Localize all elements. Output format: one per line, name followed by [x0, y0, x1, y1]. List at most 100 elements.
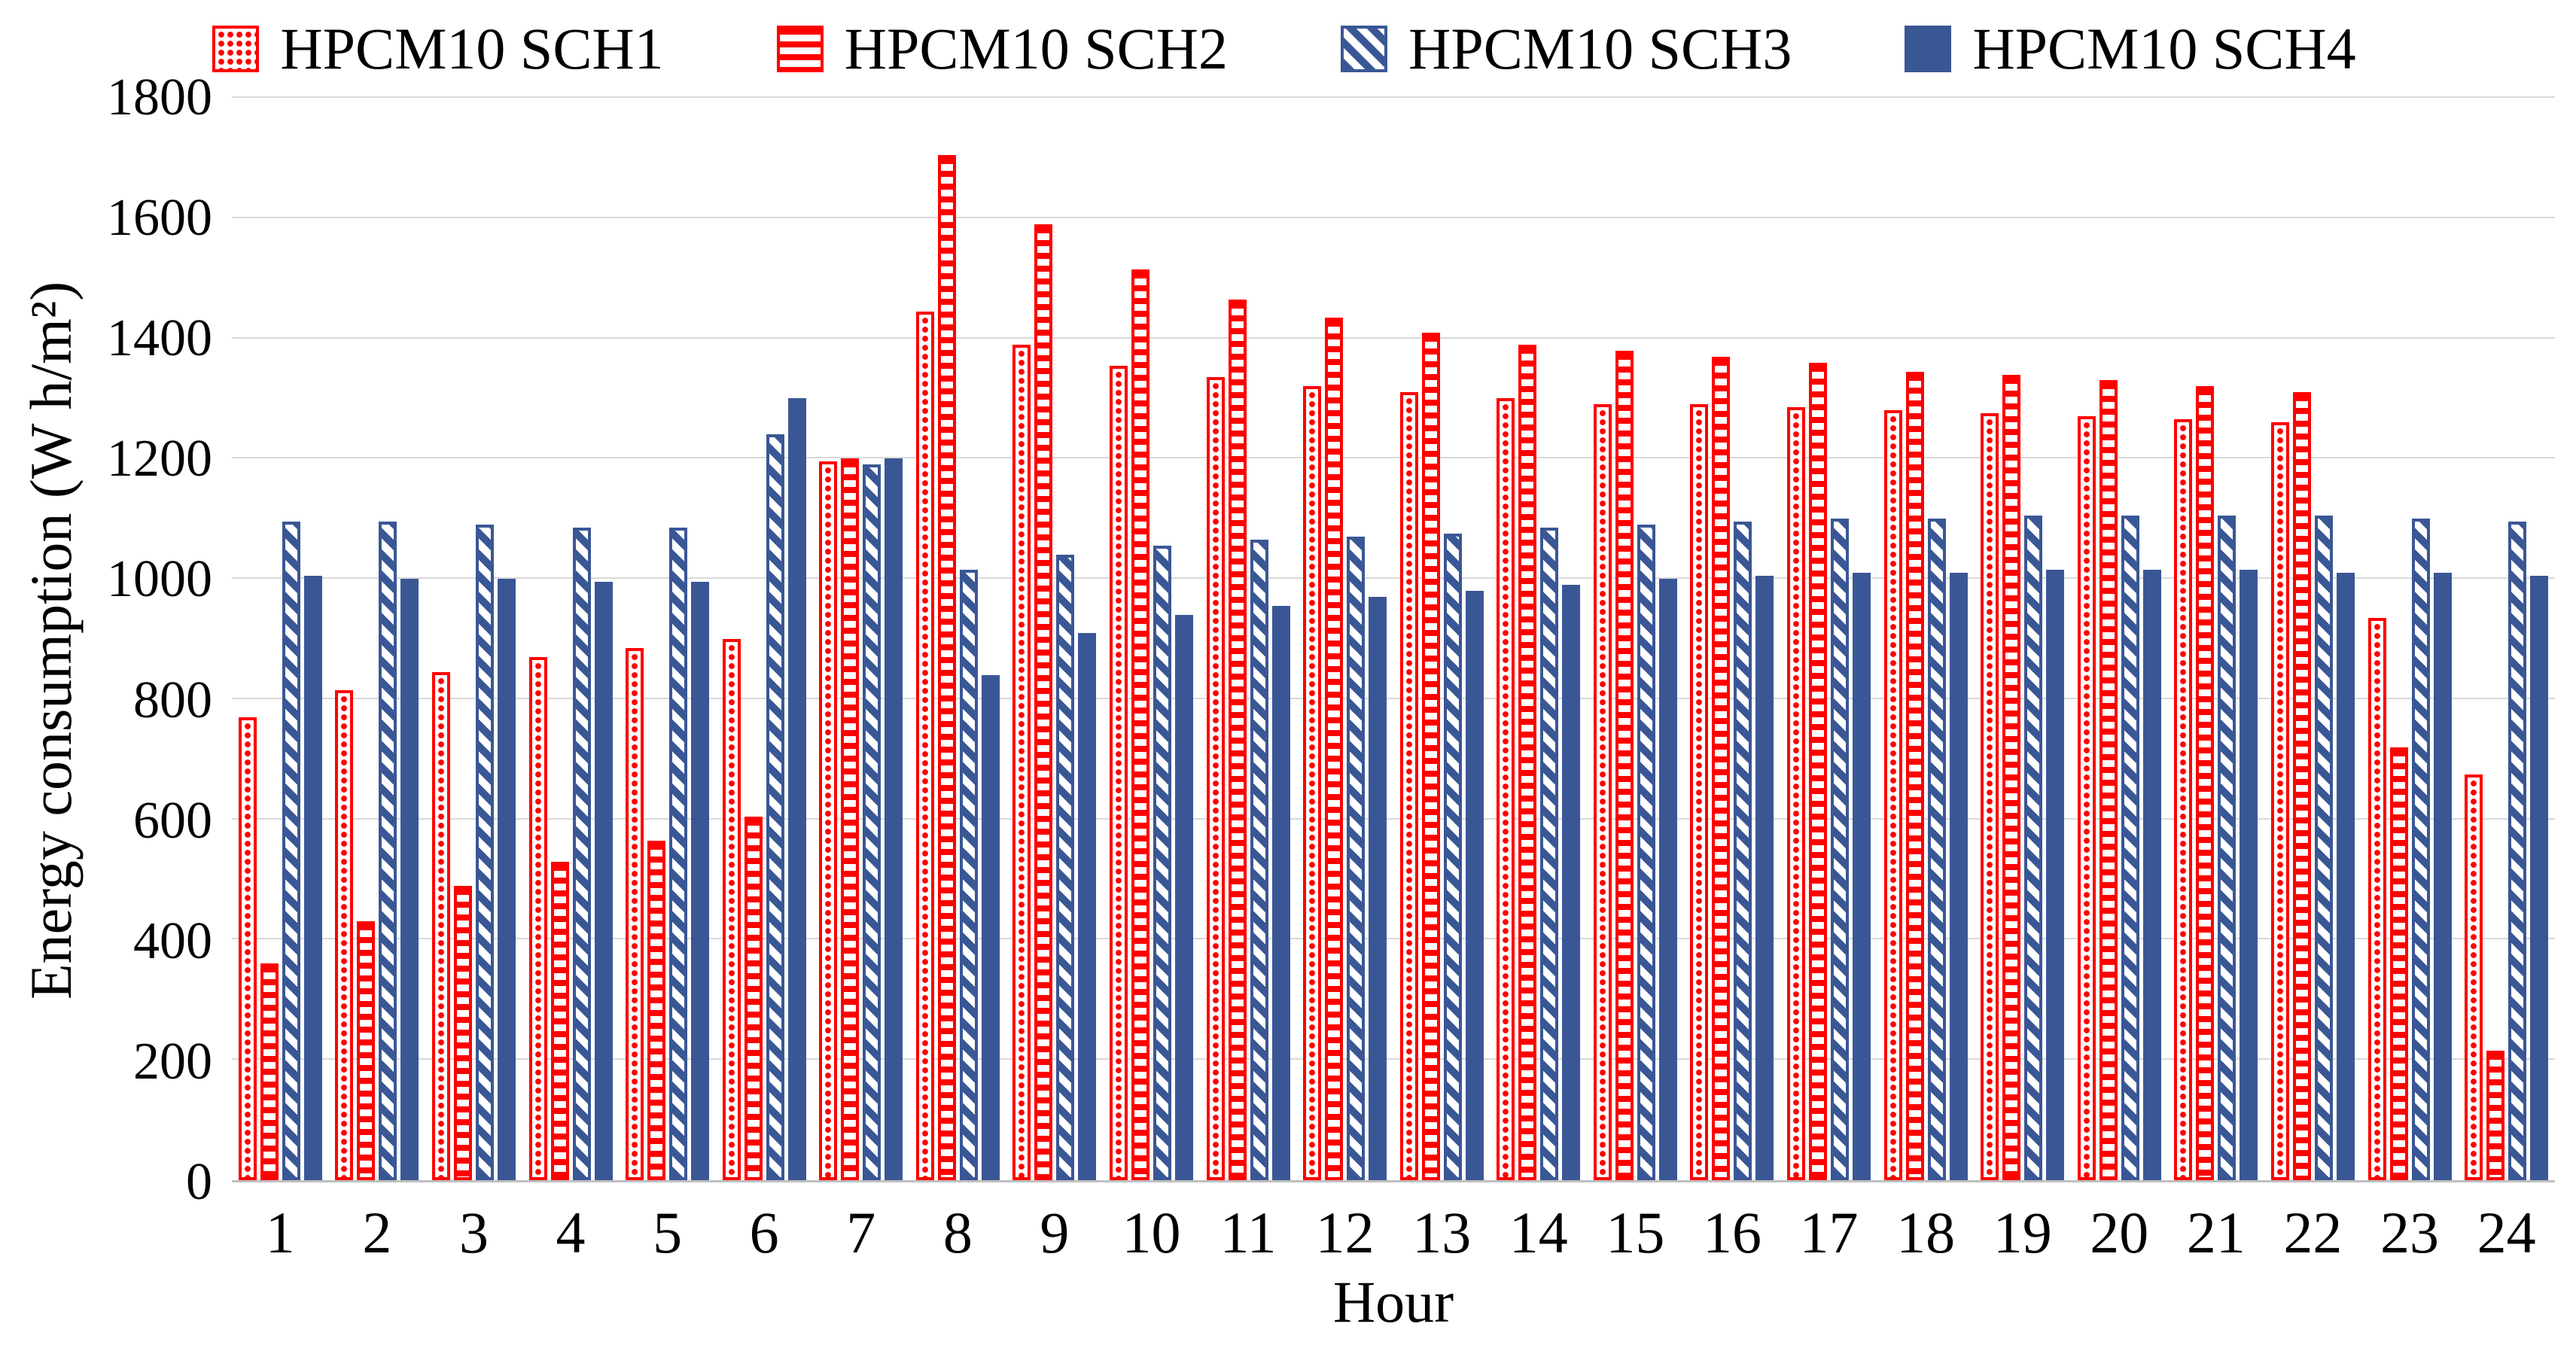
bar-group-hour-21: [2168, 98, 2265, 1180]
bar-hpcm10-sch4-hour-9: [1078, 633, 1097, 1180]
bar-hpcm10-sch2-hour-10: [1131, 269, 1149, 1180]
x-tick-label-18: 18: [1896, 1200, 1956, 1266]
gridline-400: [232, 938, 2555, 940]
bar-hpcm10-sch4-hour-6: [787, 398, 806, 1180]
bar-hpcm10-sch1-hour-8: [915, 311, 934, 1180]
bar-hpcm10-sch3-hour-24: [2508, 522, 2527, 1180]
y-tick-label-1200: 1200: [107, 430, 212, 488]
legend-label: HPCM10 SCH1: [280, 16, 664, 81]
bar-hpcm10-sch2-hour-13: [1421, 332, 1440, 1180]
bar-hpcm10-sch4-hour-12: [1369, 597, 1387, 1180]
legend-label: HPCM10 SCH2: [844, 16, 1228, 81]
bar-group-hour-17: [1780, 98, 1877, 1180]
bar-group-hour-4: [522, 98, 620, 1180]
bar-hpcm10-sch1-hour-2: [335, 689, 354, 1180]
legend-swatch-navy-diagonal: [1341, 26, 1387, 72]
x-tick-label-5: 5: [653, 1200, 683, 1266]
bar-group-hour-7: [812, 98, 909, 1180]
bar-hpcm10-sch1-hour-5: [626, 647, 644, 1180]
bar-hpcm10-sch2-hour-14: [1518, 344, 1537, 1180]
bar-hpcm10-sch1-hour-21: [2174, 419, 2193, 1180]
x-axis-tick-labels: 1 2 3 4 5 6 7 8 9 10 11 12 13 14 15 16 17 18 19 20 21 22 23 24: [232, 1182, 2555, 1265]
x-tick-label-22: 22: [2283, 1200, 2343, 1266]
bar-hpcm10-sch2-hour-16: [1712, 356, 1731, 1180]
bar-group-hour-5: [619, 98, 716, 1180]
x-tick-label-10: 10: [1122, 1200, 1181, 1266]
bar-hpcm10-sch1-hour-7: [819, 461, 838, 1180]
bar-hpcm10-sch3-hour-19: [2024, 516, 2043, 1180]
legend-swatch-red-hstripes: [776, 26, 824, 72]
bar-hpcm10-sch2-hour-11: [1228, 299, 1247, 1180]
x-tick-label-13: 13: [1412, 1200, 1472, 1266]
bar-group-hour-3: [425, 98, 522, 1180]
bar-hpcm10-sch1-hour-24: [2465, 774, 2483, 1180]
bar-hpcm10-sch1-hour-6: [722, 639, 741, 1180]
bar-group-hour-6: [716, 98, 813, 1180]
bar-hpcm10-sch3-hour-5: [669, 528, 688, 1180]
x-tick-label-14: 14: [1509, 1200, 1568, 1266]
bar-hpcm10-sch3-hour-17: [1831, 519, 1850, 1180]
bar-hpcm10-sch2-hour-6: [744, 816, 763, 1180]
bar-hpcm10-sch2-hour-7: [841, 458, 860, 1180]
bar-hpcm10-sch1-hour-19: [1981, 413, 1999, 1180]
bar-hpcm10-sch3-hour-10: [1153, 546, 1171, 1180]
bar-hpcm10-sch4-hour-17: [1853, 573, 1871, 1180]
legend: HPCM10 SCH1 HPCM10 SCH2 HPCM10 SCH3 HPCM10 …: [14, 14, 2555, 98]
bar-hpcm10-sch1-hour-17: [1787, 407, 1806, 1180]
y-axis-tick-labels: 0 200 400 600 800 1000 1200 1400 1600 1800: [89, 72, 232, 1209]
bar-hpcm10-sch3-hour-23: [2411, 519, 2430, 1180]
bar-hpcm10-sch4-hour-10: [1174, 615, 1193, 1180]
bar-hpcm10-sch4-hour-18: [1949, 573, 1968, 1180]
x-tick-label-7: 7: [846, 1200, 876, 1266]
bar-hpcm10-sch3-hour-18: [1927, 519, 1946, 1180]
x-tick-label-3: 3: [458, 1200, 489, 1266]
bar-hpcm10-sch2-hour-19: [2002, 374, 2021, 1180]
bar-hpcm10-sch3-hour-16: [1734, 522, 1752, 1180]
bar-hpcm10-sch3-hour-7: [863, 464, 882, 1180]
bar-hpcm10-sch4-hour-15: [1658, 579, 1677, 1180]
bar-hpcm10-sch3-hour-3: [475, 525, 494, 1180]
bar-hpcm10-sch1-hour-14: [1497, 398, 1515, 1180]
y-tick-label-600: 600: [133, 791, 212, 850]
bar-hpcm10-sch4-hour-1: [303, 576, 322, 1180]
bar-hpcm10-sch4-hour-11: [1271, 606, 1290, 1180]
bar-hpcm10-sch4-hour-4: [594, 582, 613, 1180]
bar-hpcm10-sch2-hour-4: [550, 861, 569, 1180]
x-tick-label-2: 2: [362, 1200, 392, 1266]
legend-swatch-navy-solid: [1905, 26, 1952, 72]
x-tick-label-4: 4: [556, 1200, 586, 1266]
bar-hpcm10-sch3-hour-21: [2218, 516, 2236, 1180]
bar-hpcm10-sch2-hour-17: [1809, 362, 1828, 1180]
bar-hpcm10-sch2-hour-21: [2196, 386, 2215, 1180]
bar-hpcm10-sch1-hour-13: [1399, 392, 1418, 1180]
bar-group-hour-2: [329, 98, 426, 1180]
bar-hpcm10-sch1-hour-9: [1012, 344, 1031, 1180]
legend-item-1: HPCM10 SCH1: [212, 16, 664, 81]
y-axis-title: Energy consumption (W h/m²): [18, 281, 84, 1000]
bar-group-hour-1: [232, 98, 329, 1180]
bar-group-hour-16: [1684, 98, 1781, 1180]
bar-hpcm10-sch4-hour-24: [2530, 576, 2549, 1180]
chart-area: Energy consumption (W h/m²) 0 200 400 600 80…: [14, 72, 2555, 1337]
bar-group-hour-13: [1393, 98, 1490, 1180]
bar-hpcm10-sch4-hour-16: [1755, 576, 1774, 1180]
bar-group-hour-19: [1974, 98, 2071, 1180]
y-tick-label-1000: 1000: [107, 550, 212, 609]
y-tick-label-1400: 1400: [107, 309, 212, 368]
bar-hpcm10-sch2-hour-1: [260, 963, 279, 1180]
x-tick-label-16: 16: [1702, 1200, 1761, 1266]
legend-item-4: HPCM10 SCH4: [1905, 16, 2356, 81]
bar-hpcm10-sch3-hour-14: [1540, 528, 1559, 1180]
x-tick-label-23: 23: [2380, 1200, 2439, 1266]
bar-hpcm10-sch2-hour-2: [357, 921, 376, 1180]
bar-hpcm10-sch4-hour-2: [400, 579, 419, 1180]
bar-hpcm10-sch2-hour-8: [937, 154, 956, 1180]
y-tick-label-1600: 1600: [107, 189, 212, 248]
legend-label: HPCM10 SCH4: [1972, 16, 2356, 81]
bar-hpcm10-sch2-hour-23: [2389, 747, 2408, 1180]
bars-container: [232, 98, 2555, 1180]
bar-group-hour-18: [1877, 98, 1975, 1180]
bar-hpcm10-sch3-hour-20: [2121, 516, 2139, 1180]
bar-hpcm10-sch4-hour-14: [1562, 585, 1581, 1180]
bar-hpcm10-sch3-hour-22: [2314, 516, 2333, 1180]
